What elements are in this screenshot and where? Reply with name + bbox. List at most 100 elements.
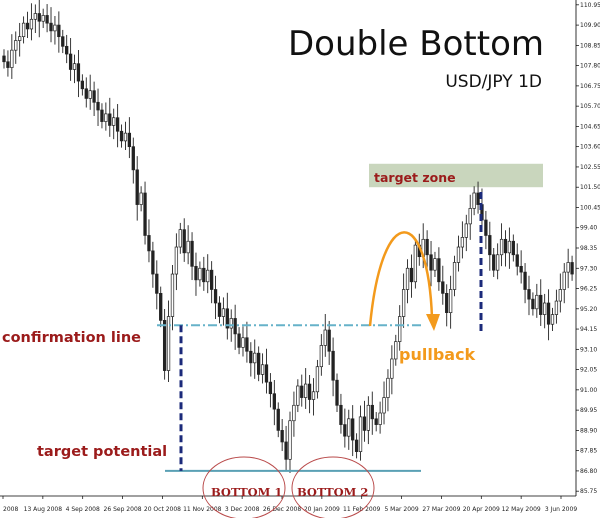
y-tick-label: 102.55 [580,164,600,171]
y-tick-label: 107.80 [580,63,600,70]
candle [37,0,41,38]
candle [264,348,269,394]
candle [119,124,124,148]
candle [503,230,508,267]
candle [57,11,61,53]
candle [135,156,139,221]
candle [68,38,73,81]
candle [194,252,198,296]
chart-title: Double Bottom [288,24,544,64]
candle [354,433,359,459]
x-tick-label: 26 Dec 2008 [263,506,302,513]
y-tick-label: 109.90 [580,22,600,29]
candle [112,108,116,140]
candle [284,425,288,471]
y-tick-label: 95.20 [580,306,597,313]
y-tick-label: 104.65 [580,123,600,130]
candle [331,337,335,397]
y-tick-label: 93.10 [580,346,597,353]
candle [296,379,300,413]
bottom1-label: BOTTOM 1 [211,485,282,499]
candle [562,263,566,304]
candle [378,401,382,434]
candle [319,334,323,376]
candle [96,88,100,127]
candle [394,334,398,366]
y-tick-label: 110.95 [580,2,600,9]
candle [327,320,331,365]
pullback-arc [368,231,434,327]
candle [190,232,194,281]
x-tick-label: 2008 [3,506,18,513]
candle [80,74,85,96]
y-axis: 110.95 109.90 108.85 107.80 106.75 105.70 104.… [576,2,600,495]
x-tick-label: 3 Jun 2009 [545,506,577,513]
candle [515,243,519,276]
y-tick-label: 108.85 [580,42,600,49]
candle [21,16,26,44]
candle [25,11,30,39]
candle [10,34,14,79]
candle [147,219,151,263]
candle [366,396,371,445]
candle [61,29,65,54]
candle [288,411,292,474]
candle [374,412,378,432]
pullback-label: pullback [399,345,476,364]
candle [386,369,390,412]
candle [492,248,496,277]
candle [104,102,108,131]
y-tick-label: 96.25 [580,286,597,293]
candle [351,405,355,457]
candle [41,8,45,28]
candle [186,225,190,265]
candle [245,321,249,363]
bottom2-circle [291,456,375,518]
y-tick-label: 88.90 [580,427,597,434]
candle [257,346,261,382]
y-tick-label: 87.85 [580,448,597,455]
target-zone: target zone [369,163,543,188]
candle [390,345,394,395]
candle [554,289,559,324]
candlestick-series [2,0,574,474]
candle [300,374,304,407]
candle [543,293,547,329]
x-tick-label: 12 May 2009 [502,506,541,513]
candle [488,221,492,271]
candle [72,54,77,84]
y-tick-label: 100.45 [580,204,600,211]
candle [14,31,18,64]
candle [456,235,461,272]
candle [225,292,229,340]
candle [213,275,218,320]
candle [155,260,159,310]
candle [464,214,468,252]
y-tick-label: 106.75 [580,83,600,90]
x-tick-label: 5 Mar 2009 [384,506,418,513]
candle [108,97,112,137]
candle [170,264,175,331]
candle [6,50,10,77]
candle [178,222,182,254]
candle [159,286,163,328]
candle [405,259,410,304]
candle [413,238,418,289]
candle [29,3,34,41]
candle [311,378,316,416]
y-tick-label: 94.15 [580,326,597,333]
candle [472,186,476,216]
candle [123,121,128,150]
candle [460,221,465,259]
candle [358,405,363,461]
candle [127,117,132,159]
candle [527,275,531,316]
candle [249,342,253,377]
candle [100,103,104,129]
candle [566,248,570,289]
candle [276,402,280,438]
candle [241,326,245,357]
candle [370,391,374,435]
x-tick-label: 27 Mar 2009 [422,506,460,513]
